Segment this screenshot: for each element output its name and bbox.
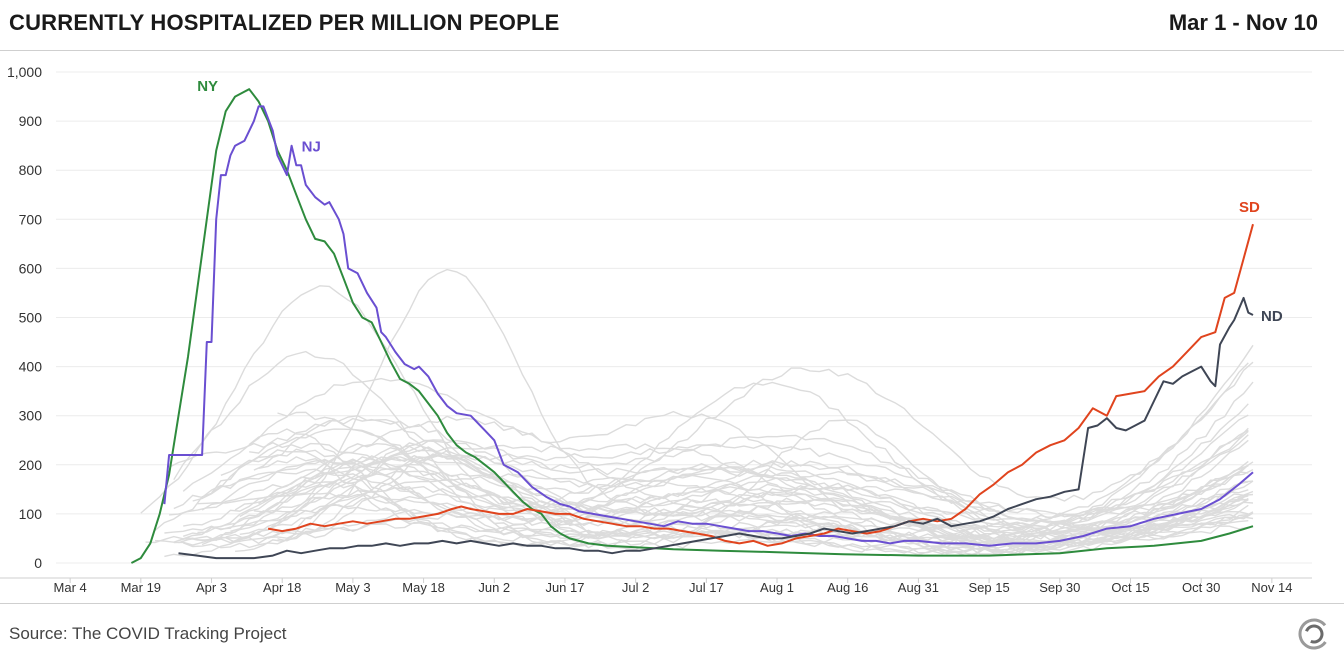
y-axis: 0 100 200 300 400 500 600 700 800 900 1,000 xyxy=(7,64,1312,571)
series-label-nd: ND xyxy=(1261,308,1283,325)
state-line-other xyxy=(277,450,1249,548)
x-tick-label: Jun 17 xyxy=(545,580,584,595)
x-tick-label: May 18 xyxy=(402,580,445,595)
x-tick-label: Jul 17 xyxy=(689,580,724,595)
covid-tracking-logo-icon xyxy=(1298,618,1330,650)
state-line-other xyxy=(253,415,1254,518)
series-line-ny xyxy=(130,88,1254,564)
x-tick-label: Aug 1 xyxy=(760,580,794,595)
date-range: Mar 1 - Nov 10 xyxy=(1168,10,1318,35)
series-label-nj: NJ xyxy=(302,139,321,156)
series-label-sd: SD xyxy=(1239,199,1260,216)
y-tick-label: 300 xyxy=(19,408,43,424)
x-tick-label: Mar 19 xyxy=(121,580,161,595)
x-tick-label: Apr 18 xyxy=(263,580,301,595)
state-line-other xyxy=(239,445,1249,551)
chart-footer: Source: The COVID Tracking Project xyxy=(0,603,1344,663)
x-tick-label: Oct 30 xyxy=(1182,580,1220,595)
y-tick-label: 500 xyxy=(19,310,43,326)
y-tick-label: 1,000 xyxy=(7,64,42,80)
x-tick-label: Mar 4 xyxy=(54,580,87,595)
state-line-other xyxy=(234,470,1254,556)
chart-header: CURRENTLY HOSPITALIZED PER MILLION PEOPL… xyxy=(0,0,1344,51)
y-tick-label: 700 xyxy=(19,211,43,227)
y-tick-label: 400 xyxy=(19,359,43,375)
y-tick-label: 100 xyxy=(19,506,43,522)
source-note: Source: The COVID Tracking Project xyxy=(9,624,287,643)
x-tick-label: Sep 15 xyxy=(969,580,1010,595)
x-tick-label: Apr 3 xyxy=(196,580,227,595)
state-line-other xyxy=(140,285,1254,530)
x-tick-label: Oct 15 xyxy=(1111,580,1149,595)
background-series xyxy=(140,268,1254,558)
state-line-other xyxy=(230,456,1249,541)
state-line-other xyxy=(197,470,1254,534)
x-tick-label: May 3 xyxy=(335,580,370,595)
x-tick-label: Sep 30 xyxy=(1039,580,1080,595)
series-line-nj xyxy=(163,105,1254,547)
x-axis: Mar 4 Mar 19 Apr 3 Apr 18 May 3 May 18 Jun 2 Ju… xyxy=(0,577,1312,595)
state-line-other xyxy=(249,417,1249,534)
y-tick-label: 600 xyxy=(19,260,43,276)
state-line-other xyxy=(197,361,1254,514)
state-line-other xyxy=(192,428,1249,551)
x-tick-label: Nov 14 xyxy=(1251,580,1292,595)
x-tick-label: Aug 31 xyxy=(898,580,939,595)
x-tick-label: Jun 2 xyxy=(478,580,510,595)
y-tick-label: 200 xyxy=(19,457,43,473)
chart-title: CURRENTLY HOSPITALIZED PER MILLION PEOPL… xyxy=(9,10,560,35)
series-label-ny: NY xyxy=(197,78,218,95)
series-line-sd xyxy=(267,223,1254,547)
y-tick-label: 900 xyxy=(19,113,43,129)
y-tick-label: 800 xyxy=(19,162,43,178)
x-tick-label: Aug 16 xyxy=(827,580,868,595)
series-line-nd xyxy=(178,296,1254,560)
y-tick-label: 0 xyxy=(34,555,42,571)
x-tick-label: Jul 2 xyxy=(622,580,649,595)
state-line-other xyxy=(225,482,1254,540)
highlighted-series: NY NJ SD ND xyxy=(130,78,1283,564)
state-line-other xyxy=(154,449,1249,535)
